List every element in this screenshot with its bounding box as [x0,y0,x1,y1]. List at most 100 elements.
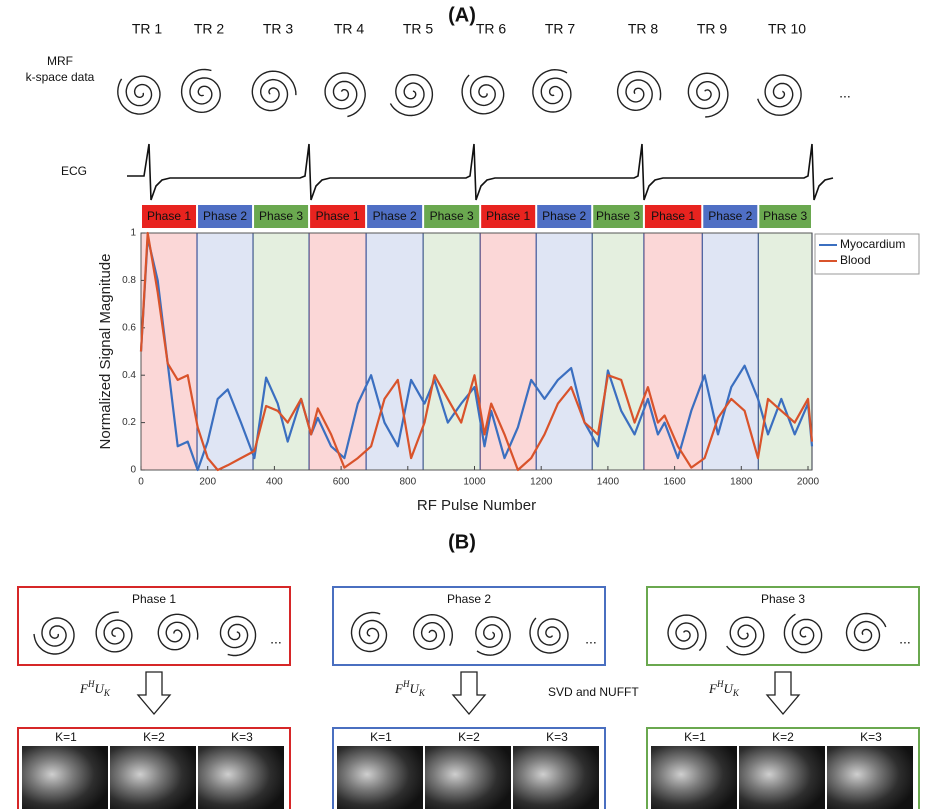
tr-label: TR 1 [132,21,163,37]
y-tick-label: 0 [130,465,136,476]
k-label: K=1 [55,730,77,744]
spiral-icon [845,612,887,652]
y-tick-label: 0.4 [122,370,136,381]
k-label: K=2 [458,730,480,744]
phase-title: Phase 1 [132,592,176,606]
spiral-icon [389,73,434,117]
x-tick-label: 200 [199,477,216,488]
mri-image [739,746,825,809]
series-line [139,231,814,472]
spiral-icon [757,74,802,116]
ellipsis: ... [839,85,851,101]
phase-box [332,586,606,666]
phase-header [424,205,480,228]
phase-header [310,205,366,228]
x-axis-title: RF Pulse Number [417,497,536,514]
k-label: K=1 [370,730,392,744]
operator-part: K [103,688,111,698]
spiral-icon [324,72,366,118]
phase-label: Phase 3 [596,209,640,223]
k-label: K=2 [772,730,794,744]
y-tick-label: 0.8 [122,275,136,286]
phase-header [254,205,309,228]
phase-header [367,205,423,228]
operator-part: U [723,681,734,696]
tr-label: TR 3 [263,21,294,37]
operator-part: U [409,681,420,696]
spiral-icon [726,616,765,656]
phase-band [309,233,367,470]
tr-label: TR 6 [476,21,507,37]
tr-label: TR 4 [334,21,365,37]
legend-box [814,233,920,275]
spiral-icon [157,613,199,651]
spiral-icon [95,611,133,653]
operator-part: U [94,681,105,696]
ellipsis: ... [585,631,597,647]
x-tick-label: 1600 [663,477,686,488]
operator-part: H [402,679,410,689]
x-tick-label: 1200 [530,477,553,488]
phase-title: Phase 3 [761,592,805,606]
row-label: ECG [61,164,87,178]
phase-band [141,233,198,470]
phase-label: Phase 1 [486,209,530,223]
arrow [451,671,487,716]
x-tick-label: 1800 [730,477,753,488]
phase-header [481,205,536,228]
arrow [136,671,172,716]
phase-band [253,233,310,470]
spiral-icon [461,74,505,115]
ellipsis: ... [270,631,282,647]
phase-label: Phase 2 [708,209,752,223]
x-tick-label: 400 [266,477,283,488]
operator-part: K [732,688,740,698]
operator: FHUK [79,679,111,698]
operator-part: K [418,688,426,698]
phase-label: Phase 3 [259,209,303,223]
phase-box [646,586,920,666]
tr-label: TR 9 [697,21,728,37]
phase-header [703,205,758,228]
y-tick-label: 0.2 [122,417,136,428]
phase-title: Phase 2 [447,592,491,606]
spiral-icon [783,613,823,654]
y-tick-label: 0.6 [122,322,136,333]
phase-label: Phase 3 [430,209,474,223]
operator-part: F [708,681,718,696]
mri-image [337,746,423,809]
tr-label: TR 8 [628,21,659,37]
operator-part: F [394,681,404,696]
spiral-icon [219,615,257,657]
operator-part: H [716,679,724,689]
legend-label: Blood [840,253,871,267]
k-label: K=2 [143,730,165,744]
phase-label: Phase 3 [763,209,807,223]
y-axis-title: Normalized Signal Magnitude [97,254,114,450]
arrow [765,671,801,716]
panel-label: (A) [448,4,476,26]
spiral-icon [667,614,707,652]
spiral-icon [616,70,662,112]
spiral-icon [350,611,388,653]
tr-label: TR 7 [545,21,576,37]
x-tick-label: 600 [333,477,350,488]
ecg-trace [127,143,834,201]
mri-image [198,746,284,809]
phase-label: Phase 1 [147,209,191,223]
spiral-icon [413,613,454,650]
spiral-icon [33,617,75,655]
phase-band [643,233,703,470]
spiral-icon [532,68,572,113]
spiral-icon [687,72,729,118]
operator-part: H [87,679,95,689]
phase-label: Phase 1 [316,209,360,223]
spiral-icon [180,68,221,114]
x-tick-label: 0 [138,477,144,488]
tr-label: TR 5 [403,21,434,37]
mri-image [827,746,913,809]
phase-label: Phase 2 [203,209,247,223]
phase-band [758,233,812,470]
